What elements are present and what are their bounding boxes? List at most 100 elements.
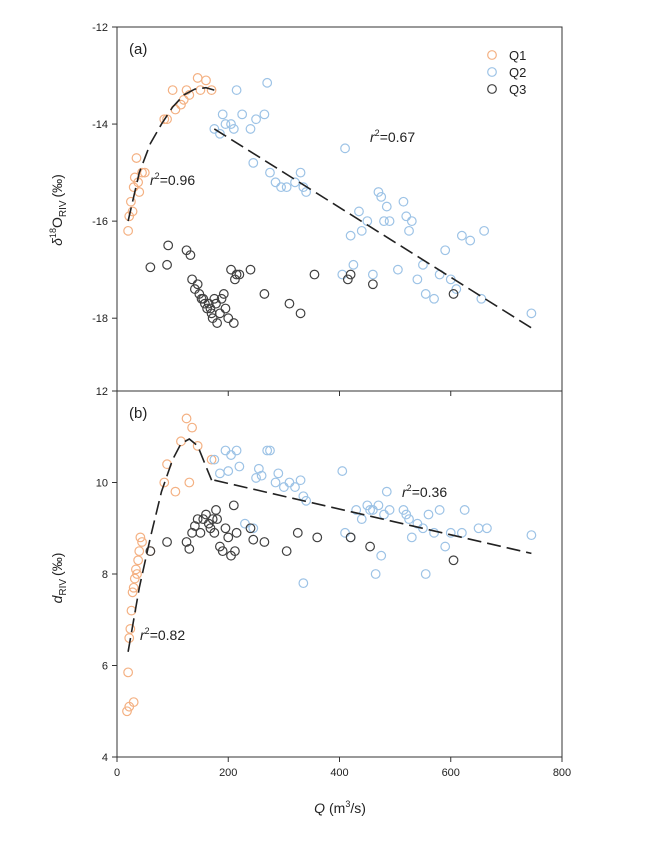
data-point-Q2 — [526, 308, 537, 319]
data-point-Q3 — [295, 308, 306, 319]
data-point-Q3 — [220, 303, 231, 314]
data-point-Q1 — [176, 99, 186, 110]
data-point-Q3 — [209, 293, 220, 304]
data-point-Q2 — [440, 541, 451, 552]
data-point-Q1 — [127, 587, 138, 598]
data-point-Q1 — [135, 532, 146, 543]
data-point-Q1 — [124, 211, 135, 222]
data-point-Q3 — [163, 240, 174, 251]
data-point-Q2 — [393, 264, 403, 275]
data-point-Q3 — [184, 543, 195, 554]
data-point-Q2 — [223, 466, 234, 476]
data-point-Q2 — [301, 187, 312, 197]
data-point-Q2 — [376, 191, 387, 202]
data-point-Q2 — [420, 289, 431, 299]
fit-line — [213, 128, 532, 329]
data-point-Q1 — [159, 477, 170, 488]
data-point-Q2 — [384, 216, 395, 227]
data-point-Q2 — [370, 569, 381, 579]
data-point-Q2 — [220, 445, 231, 456]
fit-line — [127, 86, 215, 222]
fit-line — [127, 438, 213, 652]
data-point-Q2 — [276, 182, 286, 193]
data-point-Q2 — [354, 206, 364, 217]
data-point-Q1 — [192, 441, 203, 451]
data-point-Q2 — [265, 167, 275, 178]
data-point-Q1 — [201, 75, 211, 86]
data-point-Q3 — [211, 298, 221, 309]
data-point-Q3 — [345, 269, 356, 280]
data-point-Q3 — [209, 527, 220, 538]
x-tick-label: 600 — [442, 767, 460, 779]
data-point-Q3 — [145, 262, 156, 273]
data-point-Q3 — [226, 264, 236, 275]
data-point-Q1 — [125, 624, 136, 634]
r2-label: r2=0.67 — [370, 128, 415, 145]
y-tick-label: 6 — [102, 661, 108, 673]
data-point-Q1 — [139, 167, 150, 178]
data-point-Q2 — [482, 523, 492, 534]
data-point-Q2 — [209, 454, 220, 465]
data-point-Q3 — [234, 269, 245, 280]
data-point-Q2 — [345, 230, 356, 241]
series-Q1 — [122, 413, 217, 717]
data-point-Q3 — [187, 274, 197, 285]
data-point-Q2 — [365, 505, 375, 515]
data-point-Q3 — [345, 532, 356, 543]
data-point-Q3 — [223, 313, 234, 324]
data-point-Q3 — [248, 534, 259, 545]
data-point-Q1 — [128, 697, 139, 707]
r2-label: r2=0.36 — [402, 483, 447, 500]
data-point-Q3 — [220, 523, 231, 534]
data-point-Q2 — [231, 85, 242, 95]
data-point-Q3 — [215, 308, 225, 319]
data-point-Q1 — [123, 225, 134, 236]
data-point-Q3 — [365, 541, 375, 552]
data-point-Q3 — [231, 527, 242, 538]
data-point-Q2 — [373, 187, 384, 197]
data-point-Q3 — [162, 537, 172, 547]
data-point-Q2 — [348, 259, 359, 270]
data-point-Q2 — [418, 523, 428, 534]
data-point-Q2 — [379, 216, 389, 227]
legend-marker-Q3 — [487, 84, 497, 94]
data-point-Q1 — [127, 206, 138, 217]
data-point-Q1 — [176, 436, 186, 447]
data-point-Q3 — [342, 274, 353, 285]
data-point-Q2 — [240, 518, 250, 529]
x-tick-label: 0 — [114, 767, 120, 779]
r2-label: r2=0.96 — [150, 171, 195, 188]
data-point-Q3 — [245, 523, 256, 534]
data-point-Q3 — [216, 293, 227, 304]
y-tick-label: 8 — [102, 569, 108, 581]
data-point-Q3 — [212, 514, 223, 524]
data-point-Q2 — [251, 114, 261, 125]
data-point-Q2 — [226, 119, 236, 129]
data-point-Q1 — [128, 582, 139, 593]
y-tick-label: -18 — [92, 313, 108, 325]
ylabel-b: dRIV(‰) — [49, 553, 69, 604]
data-point-Q2 — [404, 225, 414, 236]
data-point-Q2 — [226, 450, 236, 460]
data-point-Q2 — [398, 196, 409, 207]
data-point-Q1 — [126, 605, 137, 616]
data-point-Q2 — [434, 505, 445, 515]
data-point-Q3 — [281, 546, 292, 557]
plot-frame — [116, 26, 563, 392]
panel-label: (b) — [129, 405, 147, 422]
legend-marker-Q2 — [487, 67, 497, 77]
data-point-Q2 — [356, 514, 367, 524]
data-point-Q2 — [429, 293, 439, 304]
data-point-Q3 — [201, 509, 211, 520]
data-point-Q2 — [379, 509, 389, 520]
data-point-Q2 — [290, 177, 300, 188]
data-point-Q2 — [465, 235, 476, 246]
data-point-Q2 — [295, 475, 306, 486]
data-point-Q2 — [217, 109, 228, 120]
series-Q1 — [123, 73, 217, 236]
data-point-Q3 — [259, 537, 270, 547]
data-point-Q2 — [256, 470, 267, 481]
data-point-Q1 — [132, 569, 142, 579]
data-point-Q3 — [195, 527, 206, 538]
data-point-Q3 — [259, 289, 270, 299]
